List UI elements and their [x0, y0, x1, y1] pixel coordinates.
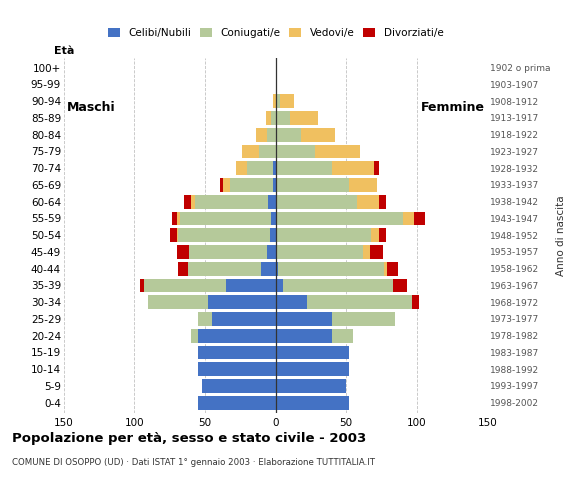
Bar: [190, 245, 267, 259]
Bar: [276, 379, 346, 393]
Bar: [259, 144, 276, 158]
Bar: [387, 262, 398, 276]
Bar: [403, 212, 414, 225]
Bar: [223, 178, 230, 192]
Bar: [273, 94, 275, 108]
Bar: [276, 245, 363, 259]
Bar: [276, 295, 307, 309]
Bar: [276, 144, 315, 158]
Bar: [184, 195, 191, 209]
Bar: [276, 262, 278, 276]
Text: Femmine: Femmine: [420, 101, 484, 114]
Bar: [276, 396, 349, 409]
Bar: [379, 195, 386, 209]
Bar: [289, 111, 318, 125]
Bar: [226, 278, 276, 292]
Bar: [301, 128, 335, 142]
Bar: [172, 212, 177, 225]
Bar: [198, 362, 276, 376]
Bar: [276, 178, 349, 192]
Bar: [270, 228, 275, 242]
Bar: [276, 195, 357, 209]
Bar: [282, 278, 393, 292]
Bar: [195, 195, 269, 209]
Bar: [266, 111, 271, 125]
Bar: [412, 295, 419, 309]
Text: Popolazione per età, sesso e stato civile - 2003: Popolazione per età, sesso e stato civil…: [12, 432, 366, 445]
Bar: [202, 379, 276, 393]
Bar: [280, 94, 294, 108]
Bar: [276, 278, 282, 292]
Text: Età: Età: [53, 46, 74, 56]
Bar: [177, 212, 180, 225]
Bar: [379, 228, 386, 242]
Bar: [384, 262, 387, 276]
Bar: [247, 161, 273, 175]
Bar: [414, 212, 425, 225]
Bar: [188, 262, 262, 276]
Bar: [273, 161, 275, 175]
Bar: [370, 245, 383, 259]
Bar: [273, 178, 275, 192]
Bar: [144, 278, 226, 292]
Bar: [371, 228, 379, 242]
Bar: [276, 128, 301, 142]
Bar: [278, 262, 384, 276]
Bar: [236, 161, 247, 175]
Bar: [363, 245, 370, 259]
Bar: [191, 329, 198, 343]
Bar: [276, 111, 289, 125]
Bar: [269, 195, 276, 209]
Bar: [177, 228, 178, 242]
Bar: [276, 346, 349, 360]
Bar: [276, 212, 403, 225]
Bar: [332, 161, 374, 175]
Bar: [276, 362, 349, 376]
Bar: [262, 262, 275, 276]
Legend: Celibi/Nubili, Coniugati/e, Vedovi/e, Divorziati/e: Celibi/Nubili, Coniugati/e, Vedovi/e, Di…: [103, 24, 448, 42]
Bar: [276, 161, 332, 175]
Bar: [148, 295, 208, 309]
Bar: [393, 278, 407, 292]
Bar: [198, 346, 276, 360]
Bar: [180, 212, 271, 225]
Bar: [349, 178, 377, 192]
Bar: [220, 178, 223, 192]
Bar: [212, 312, 276, 326]
Bar: [178, 228, 270, 242]
Bar: [198, 396, 276, 409]
Bar: [332, 329, 353, 343]
Bar: [374, 161, 379, 175]
Bar: [307, 295, 412, 309]
Bar: [357, 195, 379, 209]
Bar: [177, 245, 190, 259]
Bar: [267, 245, 276, 259]
Bar: [276, 312, 332, 326]
Bar: [208, 295, 276, 309]
Bar: [169, 228, 177, 242]
Y-axis label: Anno di nascita: Anno di nascita: [556, 195, 566, 276]
Bar: [256, 128, 267, 142]
Bar: [315, 144, 360, 158]
Bar: [178, 262, 188, 276]
Bar: [276, 228, 371, 242]
Text: COMUNE DI OSOPPO (UD) · Dati ISTAT 1° gennaio 2003 · Elaborazione TUTTITALIA.IT: COMUNE DI OSOPPO (UD) · Dati ISTAT 1° ge…: [12, 458, 375, 467]
Bar: [140, 278, 144, 292]
Bar: [271, 111, 275, 125]
Text: Maschi: Maschi: [67, 101, 115, 114]
Bar: [230, 178, 273, 192]
Bar: [276, 329, 332, 343]
Bar: [198, 312, 212, 326]
Bar: [271, 212, 275, 225]
Bar: [198, 329, 276, 343]
Bar: [242, 144, 259, 158]
Bar: [191, 195, 195, 209]
Bar: [332, 312, 396, 326]
Bar: [267, 128, 276, 142]
Bar: [276, 94, 280, 108]
